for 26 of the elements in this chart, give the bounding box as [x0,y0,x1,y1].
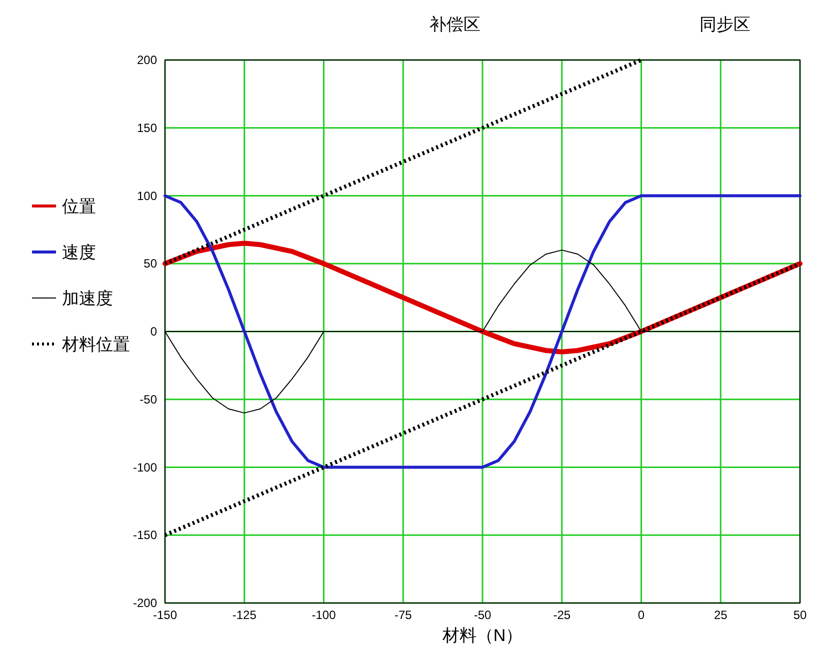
legend-label: 位置 [62,197,96,216]
legend-label: 速度 [62,243,96,262]
legend-label: 材料位置 [61,335,130,354]
y-tick-label: 50 [144,256,158,271]
y-tick-label: -50 [140,392,158,406]
y-tick-label: -100 [132,460,158,474]
y-tick-label: 200 [136,53,158,67]
y-tick-label: 100 [136,188,158,203]
x-tick-label: 50 [793,608,807,622]
y-tick-label: -150 [132,528,158,542]
y-tick-label: 150 [136,120,158,135]
text: 同步区 [700,15,750,34]
y-tick-label: 0 [150,324,158,338]
line-series [164,194,802,469]
x-tick-label: -25 [553,608,571,622]
legend-label: 加速度 [62,289,113,308]
x-tick-label: 25 [714,608,728,622]
y-tick-label: -200 [132,596,158,610]
x-tick-label: 0 [638,608,645,622]
x-tick-label: -50 [474,608,492,622]
text: 补偿区 [430,15,480,34]
x-tick-label: -75 [394,608,412,622]
x-tick-label: -100 [312,608,336,622]
x-tick-label: -125 [232,608,257,622]
x-axis-title: 材料（N） [441,626,523,645]
x-tick-label: -150 [152,608,178,622]
